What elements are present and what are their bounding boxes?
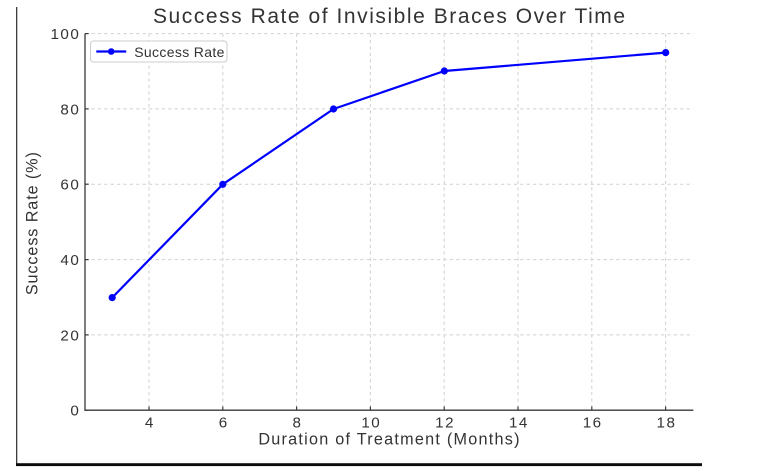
svg-text:0: 0 xyxy=(70,403,80,420)
svg-text:Success Rate: Success Rate xyxy=(134,44,225,60)
svg-text:6: 6 xyxy=(219,415,229,432)
svg-text:12: 12 xyxy=(435,415,455,432)
svg-text:60: 60 xyxy=(60,177,80,194)
svg-text:14: 14 xyxy=(509,415,529,432)
svg-text:20: 20 xyxy=(60,327,80,344)
svg-text:Duration of Treatment (Months): Duration of Treatment (Months) xyxy=(258,431,520,449)
svg-text:100: 100 xyxy=(50,26,80,43)
svg-text:80: 80 xyxy=(60,101,80,118)
svg-text:Success Rate (%): Success Rate (%) xyxy=(24,151,42,295)
svg-text:4: 4 xyxy=(145,415,155,432)
svg-text:18: 18 xyxy=(657,415,677,432)
svg-text:Success Rate of Invisible Brac: Success Rate of Invisible Braces Over Ti… xyxy=(153,5,627,28)
svg-text:10: 10 xyxy=(361,415,381,432)
svg-text:16: 16 xyxy=(583,415,603,432)
svg-text:40: 40 xyxy=(60,252,80,269)
svg-text:8: 8 xyxy=(293,415,303,432)
